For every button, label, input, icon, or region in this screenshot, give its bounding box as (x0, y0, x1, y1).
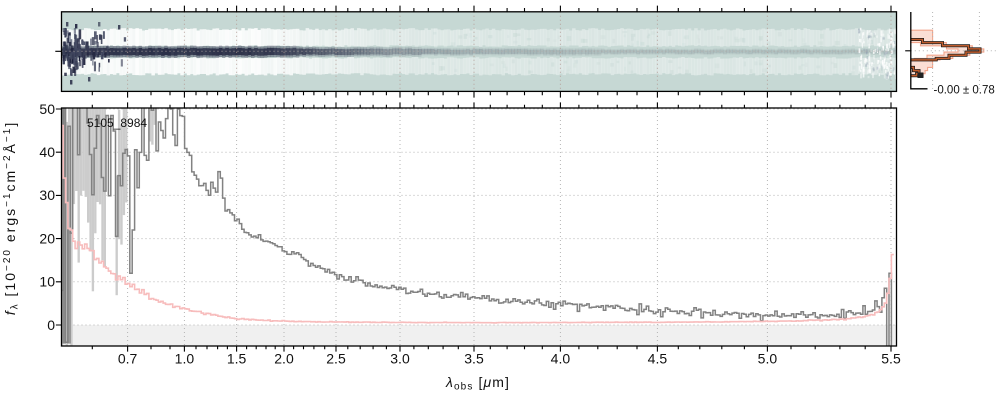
svg-text:3.0: 3.0 (390, 351, 410, 367)
svg-text:30: 30 (39, 187, 55, 203)
svg-text:40: 40 (39, 144, 55, 160)
svg-text:1.5: 1.5 (227, 351, 247, 367)
svg-text:4.0: 4.0 (551, 351, 571, 367)
svg-text:fλ [10−20 ergs−1cm−2Å−1]: fλ [10−20 ergs−1cm−2Å−1] (2, 121, 21, 315)
svg-text:0.7: 0.7 (118, 351, 138, 367)
svg-text:5.0: 5.0 (758, 351, 778, 367)
svg-text:1.0: 1.0 (175, 351, 195, 367)
svg-text:2.0: 2.0 (274, 351, 294, 367)
svg-text:10: 10 (39, 274, 55, 290)
svg-text:20: 20 (39, 230, 55, 246)
svg-text:0: 0 (47, 317, 55, 333)
svg-text:2.5: 2.5 (326, 351, 346, 367)
svg-text:4.5: 4.5 (648, 351, 668, 367)
svg-text:50: 50 (39, 101, 55, 117)
svg-text:5105_8984: 5105_8984 (87, 116, 147, 130)
svg-text:5.5: 5.5 (881, 351, 901, 367)
svg-text:λobs [μm]: λobs [μm] (445, 374, 510, 393)
svg-text:3.5: 3.5 (464, 351, 484, 367)
svg-text:-0.00 ± 0.78: -0.00 ± 0.78 (934, 85, 995, 97)
